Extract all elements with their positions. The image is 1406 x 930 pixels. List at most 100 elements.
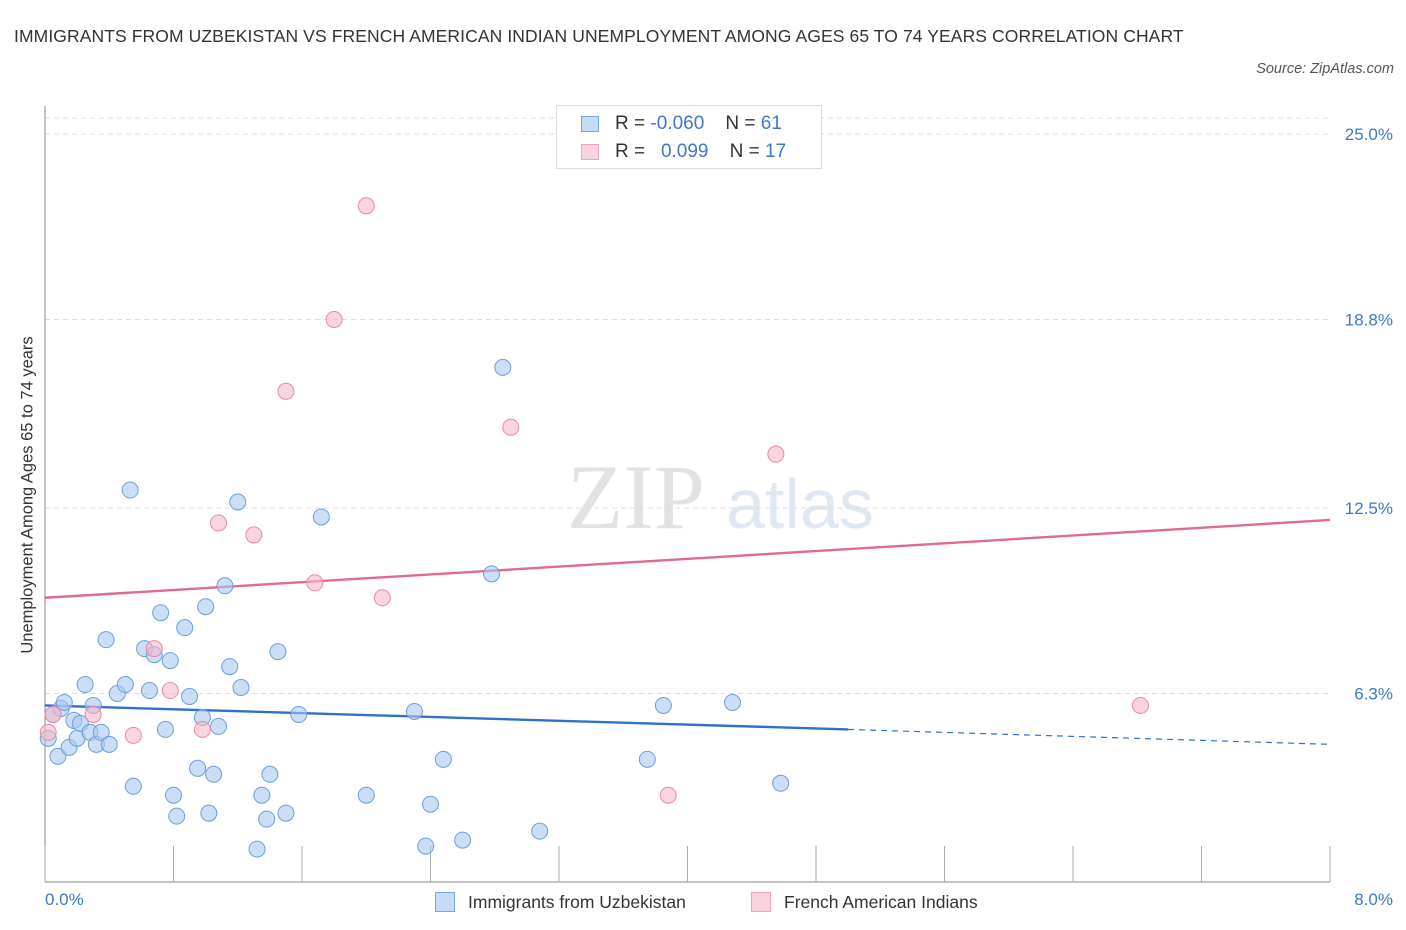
y-tick-label: 18.8% <box>1345 311 1393 330</box>
y-tick-label: 25.0% <box>1345 125 1393 144</box>
point-uzbekistan <box>454 831 472 849</box>
x-tick-max: 8.0% <box>1354 890 1393 909</box>
grid-lines <box>45 117 1330 695</box>
point-french-american-indian <box>1131 696 1149 714</box>
point-uzbekistan <box>434 750 452 768</box>
point-uzbekistan <box>531 822 549 840</box>
trend-line-french-american-indian <box>44 518 1331 599</box>
r-label: R = <box>615 141 646 162</box>
point-uzbekistan <box>165 786 182 804</box>
point-uzbekistan <box>55 693 73 711</box>
point-uzbekistan <box>405 702 423 720</box>
blue-swatch <box>581 116 599 132</box>
point-uzbekistan <box>216 577 234 595</box>
trend-extension-uzbekistan <box>848 728 1331 745</box>
point-uzbekistan <box>200 804 218 822</box>
point-french-american-indian <box>502 418 520 436</box>
point-uzbekistan <box>290 705 308 723</box>
point-uzbekistan <box>221 658 239 676</box>
point-uzbekistan <box>312 508 330 526</box>
source-note: Source: ZipAtlas.com <box>1256 61 1394 77</box>
point-uzbekistan <box>152 604 170 622</box>
r-value: 0.099 <box>660 141 709 162</box>
trend-line-uzbekistan <box>44 704 849 731</box>
pink-swatch <box>581 144 599 160</box>
point-french-american-indian <box>145 640 163 658</box>
point-uzbekistan <box>723 693 741 711</box>
point-french-american-indian <box>767 445 785 463</box>
legend-label: French American Indians <box>784 892 978 912</box>
point-uzbekistan <box>49 747 67 765</box>
legend-swatch-blue <box>435 892 455 912</box>
point-french-american-indian <box>325 311 343 329</box>
point-uzbekistan <box>176 619 194 637</box>
r-value: -0.060 <box>650 113 705 134</box>
point-uzbekistan <box>76 676 94 694</box>
data-points <box>39 197 1149 858</box>
point-uzbekistan <box>100 735 118 753</box>
series-legend: Immigrants from Uzbekistan French Americ… <box>0 890 1406 914</box>
point-uzbekistan <box>229 493 247 511</box>
point-french-american-indian <box>209 514 227 532</box>
point-french-american-indian <box>193 720 211 738</box>
trend-lines <box>44 518 1331 745</box>
point-uzbekistan <box>97 631 115 649</box>
point-uzbekistan <box>121 481 139 499</box>
point-uzbekistan <box>124 777 142 795</box>
point-french-american-indian <box>306 574 324 592</box>
point-uzbekistan <box>161 652 179 670</box>
point-french-american-indian <box>161 682 179 700</box>
point-french-american-indian <box>373 589 391 607</box>
point-uzbekistan <box>494 358 512 376</box>
point-uzbekistan <box>258 810 276 828</box>
n-value: 61 <box>760 113 782 134</box>
stats-legend: R = -0.060 N = 61 R = 0.099 N = 17 <box>556 105 822 169</box>
point-french-american-indian <box>84 705 102 723</box>
point-uzbekistan <box>140 682 158 700</box>
point-french-american-indian <box>44 705 62 723</box>
point-uzbekistan <box>205 765 223 783</box>
point-uzbekistan <box>248 840 266 858</box>
point-uzbekistan <box>277 804 295 822</box>
point-uzbekistan <box>197 598 215 616</box>
point-french-american-indian <box>245 526 263 544</box>
chart-title: IMMIGRANTS FROM UZBEKISTAN VS FRENCH AME… <box>14 26 1184 46</box>
watermark-atlas: atlas <box>726 465 874 543</box>
point-french-american-indian <box>124 726 142 744</box>
point-uzbekistan <box>638 750 656 768</box>
n-label: N = <box>729 141 760 162</box>
point-french-american-indian <box>277 382 295 400</box>
n-label: N = <box>725 113 756 134</box>
point-uzbekistan <box>168 807 186 825</box>
point-uzbekistan <box>654 696 672 714</box>
watermark-zip: ZIP <box>567 446 705 548</box>
y-tick-labels: 6.3% 12.5% 18.8% 25.0% <box>1345 125 1393 704</box>
point-uzbekistan <box>483 565 501 583</box>
point-uzbekistan <box>181 687 199 705</box>
point-french-american-indian <box>39 723 57 741</box>
point-uzbekistan <box>357 786 375 804</box>
point-french-american-indian <box>659 786 677 804</box>
axes <box>44 106 1331 883</box>
y-tick-label: 6.3% <box>1354 685 1393 704</box>
point-uzbekistan <box>422 795 439 813</box>
point-uzbekistan <box>772 774 790 792</box>
point-uzbekistan <box>232 679 250 697</box>
point-uzbekistan <box>209 717 227 735</box>
point-uzbekistan <box>156 720 174 738</box>
point-uzbekistan <box>269 643 287 661</box>
y-tick-label: 12.5% <box>1345 499 1393 518</box>
point-uzbekistan <box>116 676 134 694</box>
point-uzbekistan <box>417 837 435 855</box>
x-tick-min: 0.0% <box>45 890 84 909</box>
r-label: R = <box>615 113 646 134</box>
n-value: 17 <box>765 141 787 162</box>
point-uzbekistan <box>189 759 207 777</box>
point-french-american-indian <box>357 197 375 215</box>
point-uzbekistan <box>92 723 110 741</box>
legend-label: Immigrants from Uzbekistan <box>468 892 686 912</box>
legend-swatch-pink <box>751 892 771 912</box>
point-uzbekistan <box>261 765 279 783</box>
point-uzbekistan <box>253 786 271 804</box>
